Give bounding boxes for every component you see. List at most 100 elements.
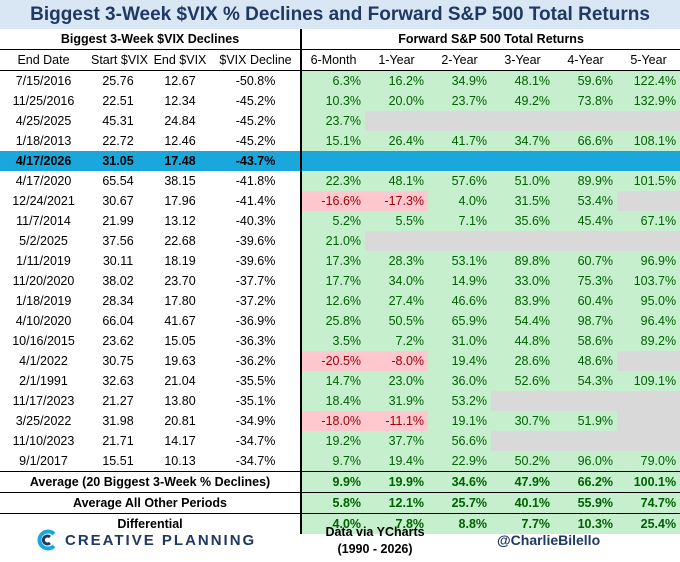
summary-value-cell: 7.8% [365,513,429,534]
summary-value-cell: 47.9% [491,471,555,493]
return-cell [428,111,492,131]
summary-label: Average All Other Periods [0,492,303,514]
return-cell [617,231,680,251]
table-row: 3/25/2022 31.98 20.81 -34.9% -18.0% -11.1% 19.… [0,411,680,431]
start-vix-cell: 31.05 [87,151,149,171]
return-cell: 52.6% [491,371,555,391]
return-cell: 23.7% [428,91,492,111]
start-vix-cell: 65.54 [102,174,134,188]
end-date-cell: 1/18/2019 [15,294,72,308]
summary-value-cell: 5.8% [301,492,366,514]
end-date-cell: 12/24/2021 [12,194,75,208]
vix-decline-cell: -35.5% [211,371,303,391]
end-vix-cell: 14.17 [164,434,196,448]
return-cell: 6.3% [301,70,366,91]
return-cell: 50.2% [491,451,555,472]
end-vix-cell: 24.84 [164,114,196,128]
summary-value-cell: 7.7% [491,513,555,534]
start-vix-cell: 30.11 [102,254,134,268]
return-cell: 31.5% [491,191,555,211]
return-cell: 7.2% [365,331,429,351]
return-cell [554,231,618,251]
return-cell: 49.2% [491,91,555,111]
table-row: 9/1/2017 15.51 10.13 -34.7% 9.7% 19.4% 22.9% 50… [0,451,680,472]
summary-value-cell: 55.9% [554,492,618,514]
column-header-row: End Date Start $VIX End $VIX $VIX Decline 6-… [0,49,680,71]
return-cell: 44.8% [491,331,555,351]
end-date-cell: 1/18/2013 [15,134,72,148]
start-vix-cell: 66.04 [102,314,134,328]
vix-decline-cell: -39.6% [211,251,303,271]
return-cell: 48.1% [491,70,555,91]
summary-value-cell: 40.1% [491,492,555,514]
return-cell: 23.0% [365,371,429,391]
end-vix-cell: 17.96 [164,194,196,208]
column-header: 3-Year [491,49,555,71]
vix-decline-cell: -41.4% [211,191,303,211]
end-date-cell: 3/25/2022 [15,414,72,428]
end-vix-cell: 12.67 [164,74,196,88]
summary-label: Differential [0,513,303,534]
table-row: 1/18/2019 28.34 17.80 -37.2% 12.6% 27.4% 46.6%… [0,291,680,311]
end-vix-cell: 20.81 [164,414,196,428]
end-date-cell: 1/11/2019 [16,254,71,268]
return-cell: 34.9% [428,70,492,91]
return-cell [428,231,492,251]
end-date-cell: 11/20/2020 [12,274,75,288]
vix-decline-cell: -41.8% [211,171,303,191]
summary-row: Average (20 Biggest 3-Week % Declines) 9.… [0,471,680,493]
table-row: 2/1/1991 32.63 21.04 -35.5% 14.7% 23.0% 36.0% 5… [0,371,680,391]
end-date-cell: 7/15/2016 [15,74,72,88]
right-section-title: Forward S&P 500 Total Returns [301,29,680,50]
end-date-cell: 11/10/2023 [12,434,75,448]
end-date-cell: 5/2/2025 [19,234,68,248]
return-cell: 28.6% [491,351,555,371]
return-cell: 56.6% [428,431,492,451]
vix-decline-cell: -34.7% [211,451,303,472]
return-cell: -8.0% [365,351,429,371]
return-cell: 17.3% [301,251,366,271]
end-vix-cell: 17.80 [164,294,196,308]
return-cell [428,151,492,171]
start-vix-cell: 45.31 [102,114,134,128]
vix-decline-cell: -50.8% [211,70,303,91]
return-cell: 20.0% [365,91,429,111]
return-cell [617,351,680,371]
end-vix-cell: 15.05 [164,334,196,348]
return-cell: 59.6% [554,70,618,91]
return-cell [617,111,680,131]
end-date-cell: 4/17/2026 [0,151,87,171]
return-cell: 95.0% [617,291,680,311]
return-cell: 22.3% [301,171,366,191]
table-row: 1/11/2019 30.11 18.19 -39.6% 17.3% 28.3% 53.1%… [0,251,680,271]
end-vix-cell: 41.67 [164,314,196,328]
start-vix-cell: 21.99 [102,214,134,228]
vix-decline-cell: -36.3% [211,331,303,351]
summary-value-cell: 74.7% [617,492,680,514]
summary-value-cell: 8.8% [428,513,492,534]
summary-label: Average (20 Biggest 3-Week % Declines) [0,471,303,493]
summary-value-cell: 4.0% [301,513,366,534]
summary-value-cell: 34.6% [428,471,492,493]
return-cell: 103.7% [617,271,680,291]
vix-decline-cell: -45.2% [211,91,303,111]
creative-planning-c-icon [37,529,56,551]
table-row: 4/10/2020 66.04 41.67 -36.9% 25.8% 50.5% 65.9%… [0,311,680,331]
vix-decline-cell: -36.9% [211,311,303,331]
end-vix-cell: 18.19 [164,254,196,268]
vix-decline-cell: -45.2% [211,111,303,131]
source-line-1: Data via YCharts [325,525,425,539]
start-vix-cell: 22.72 [102,134,134,148]
return-cell: 109.1% [617,371,680,391]
vix-decline-cell: -34.9% [211,411,303,431]
table-row: 11/10/2023 21.71 14.17 -34.7% 19.2% 37.7% 56.6… [0,431,680,451]
table-row: 12/24/2021 30.67 17.96 -41.4% -16.6% -17.3% 4.… [0,191,680,211]
return-cell: 51.9% [554,411,618,431]
table-row: 11/20/2020 38.02 23.70 -37.7% 17.7% 34.0% 14.9… [0,271,680,291]
start-vix-cell: 21.71 [102,434,134,448]
end-vix-cell: 19.63 [164,354,196,368]
return-cell: 89.9% [554,171,618,191]
vix-decline-cell: -45.2% [211,131,303,151]
return-cell [491,431,555,451]
